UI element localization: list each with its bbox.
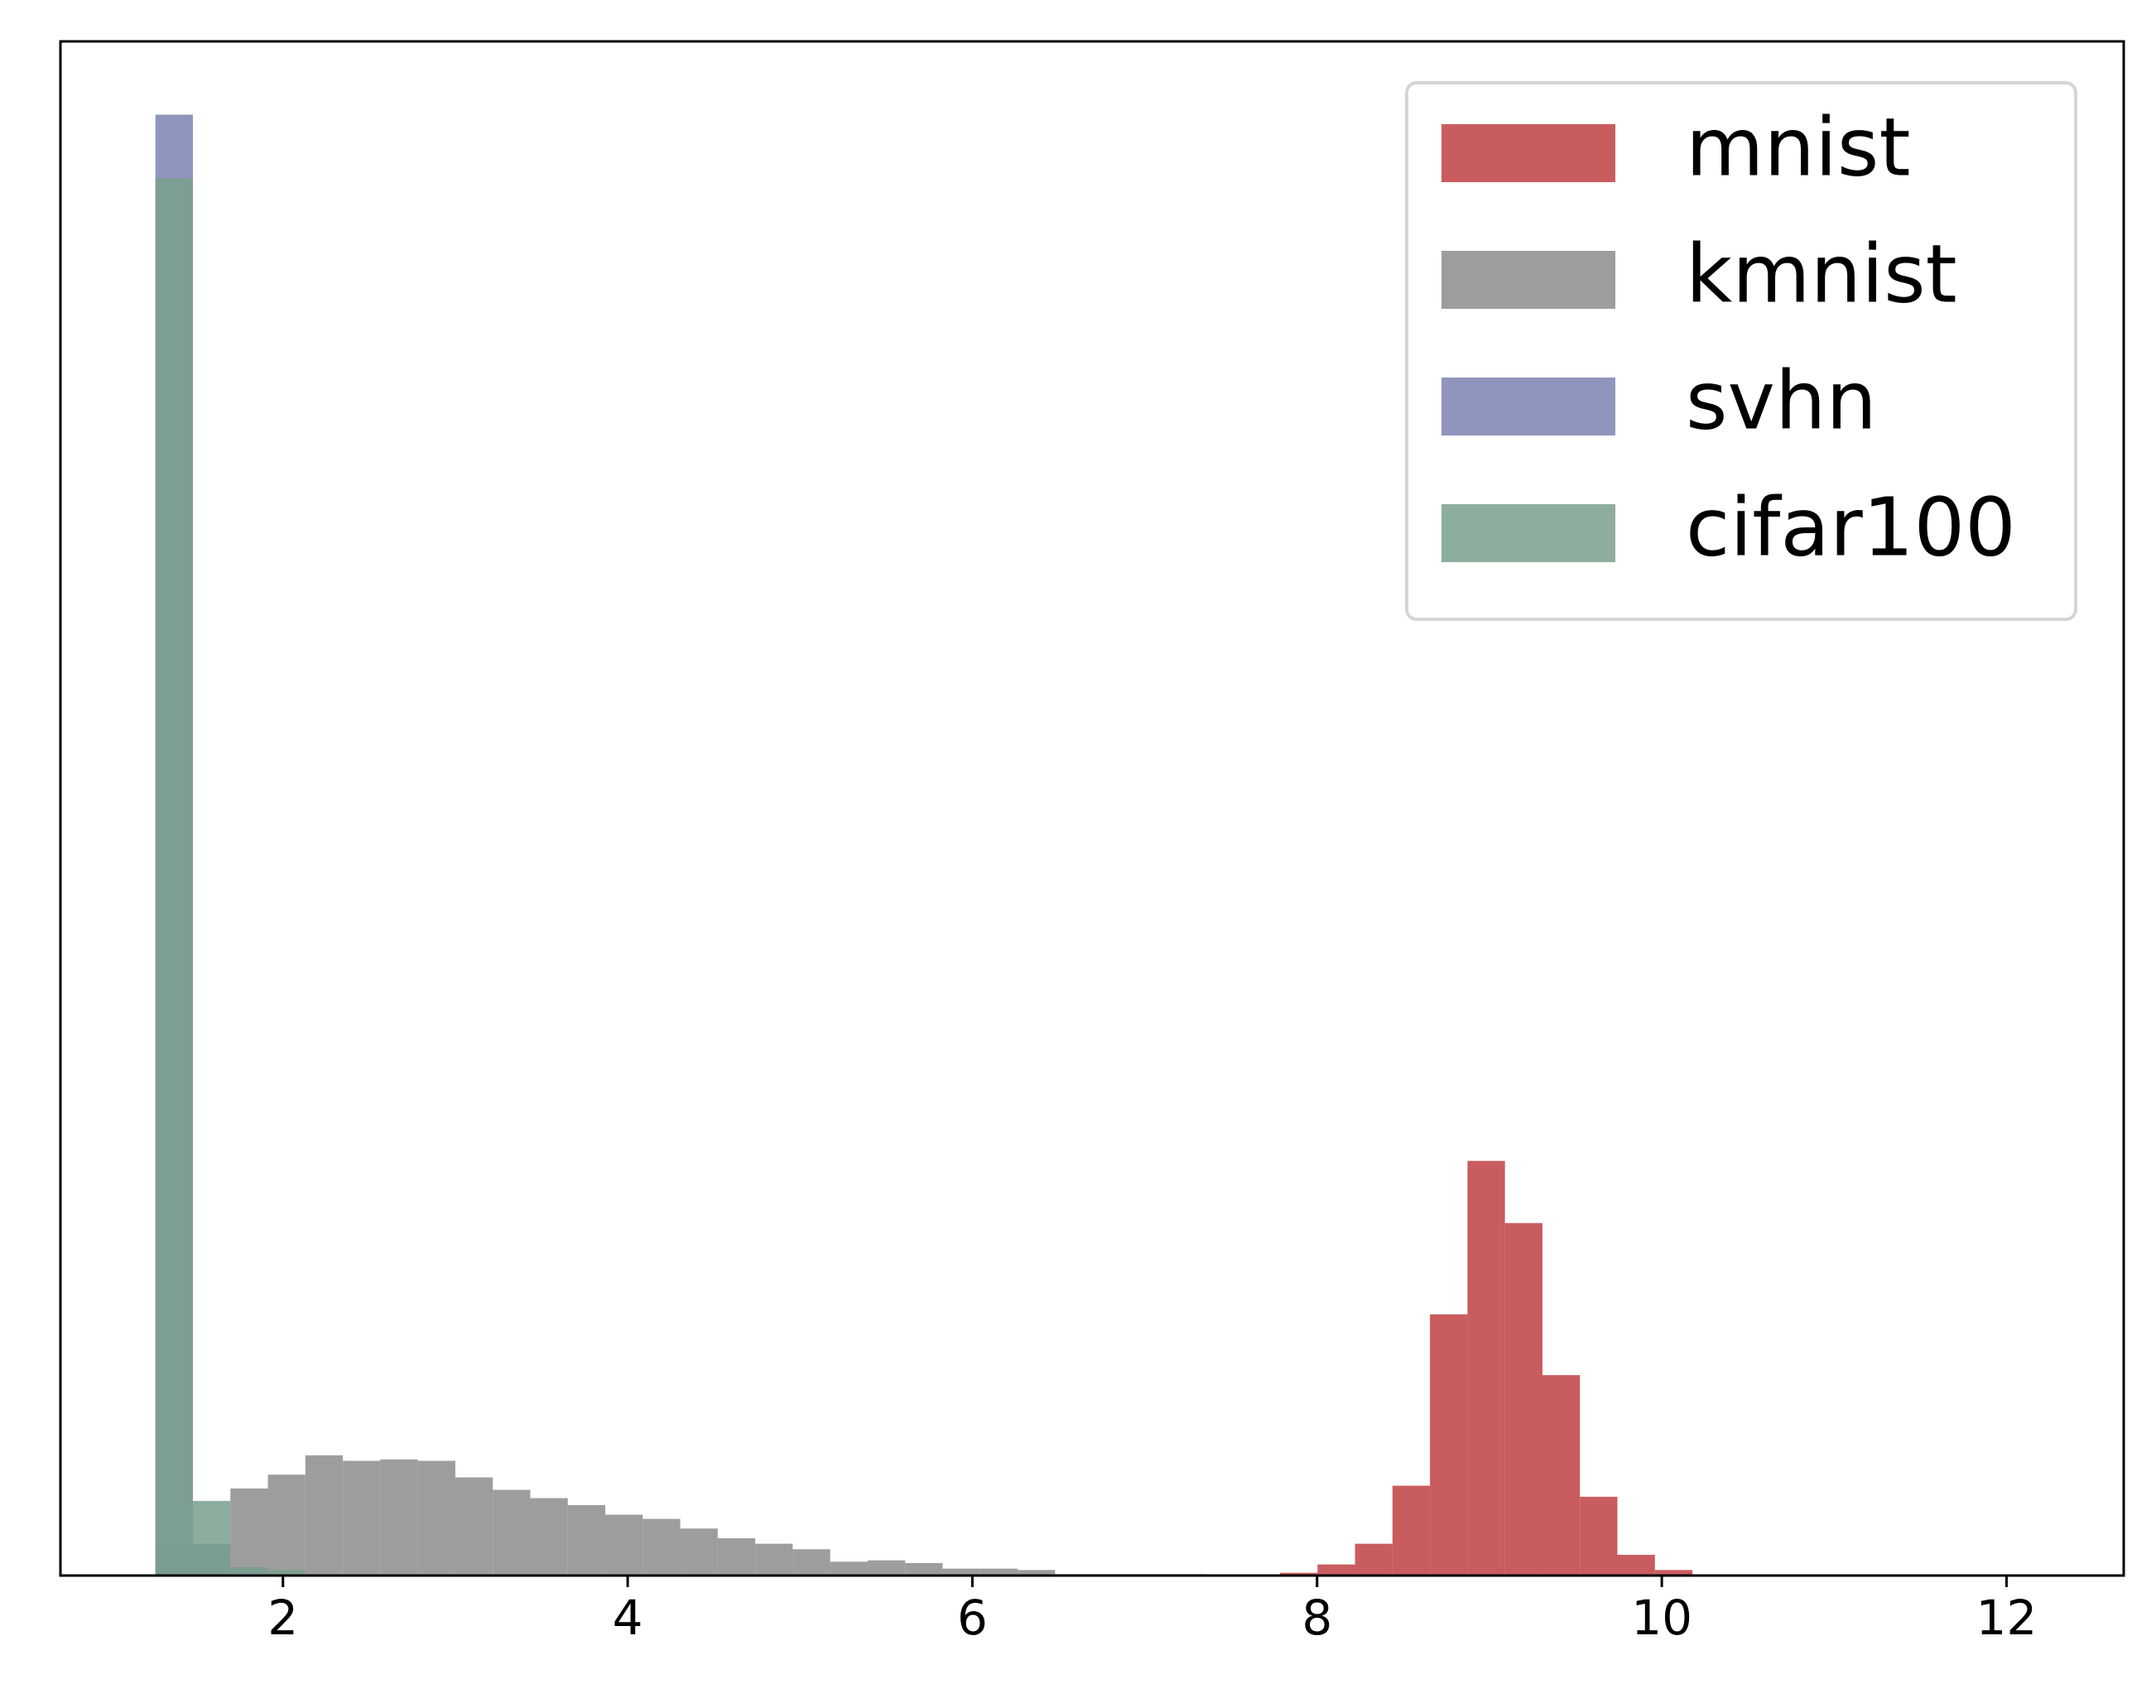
- bar: [1580, 1496, 1618, 1576]
- bar: [267, 1475, 306, 1576]
- bar: [642, 1518, 681, 1576]
- legend-swatch: [1441, 124, 1615, 182]
- bar: [942, 1568, 980, 1576]
- bar: [380, 1459, 418, 1576]
- bar: [1317, 1564, 1355, 1576]
- bar: [1280, 1572, 1318, 1576]
- series: [155, 178, 306, 1576]
- bar: [343, 1460, 381, 1576]
- plot-frame: [59, 40, 2125, 1577]
- x-tick-label: 10: [1631, 1590, 1692, 1646]
- bar: [1654, 1570, 1693, 1576]
- bar: [717, 1537, 756, 1576]
- legend-label: mnist: [1686, 100, 1911, 194]
- legend-label: kmnist: [1686, 227, 1957, 320]
- bar: [1542, 1374, 1581, 1576]
- bar: [755, 1543, 793, 1576]
- bar: [230, 1566, 268, 1576]
- bar: [1617, 1554, 1655, 1576]
- bar: [1504, 1223, 1542, 1576]
- x-tick-label: 4: [613, 1590, 643, 1646]
- legend-label: svhn: [1686, 354, 1877, 447]
- bar: [830, 1561, 868, 1576]
- bar: [1430, 1314, 1468, 1576]
- bar: [493, 1489, 531, 1576]
- legend-label: cifar100: [1686, 480, 2016, 574]
- bar: [1018, 1570, 1056, 1576]
- bar: [1355, 1543, 1393, 1576]
- series: [1280, 1161, 1693, 1576]
- bar: [1392, 1485, 1431, 1576]
- bar: [267, 1570, 306, 1576]
- bar: [455, 1477, 493, 1576]
- bar: [530, 1498, 568, 1576]
- x-tick-label: 2: [267, 1590, 298, 1646]
- series: [155, 1455, 1206, 1576]
- bar: [792, 1549, 830, 1576]
- bar: [1467, 1161, 1505, 1576]
- bar: [192, 1500, 231, 1576]
- bar: [305, 1455, 344, 1576]
- bar: [230, 1488, 268, 1576]
- legend-box: [1405, 81, 2077, 621]
- legend-swatch: [1441, 378, 1615, 435]
- bar: [680, 1528, 718, 1576]
- bar: [905, 1562, 943, 1576]
- x-tick-label: 6: [957, 1590, 988, 1646]
- x-tick-label: 12: [1976, 1590, 2038, 1646]
- bar: [979, 1568, 1018, 1576]
- legend-swatch: [1441, 251, 1615, 309]
- bar: [605, 1514, 643, 1576]
- bar: [867, 1560, 906, 1576]
- bar: [567, 1504, 606, 1576]
- x-tick-label: 8: [1302, 1590, 1332, 1646]
- legend-swatch: [1441, 504, 1615, 562]
- bar: [155, 178, 193, 1576]
- bar: [417, 1460, 455, 1576]
